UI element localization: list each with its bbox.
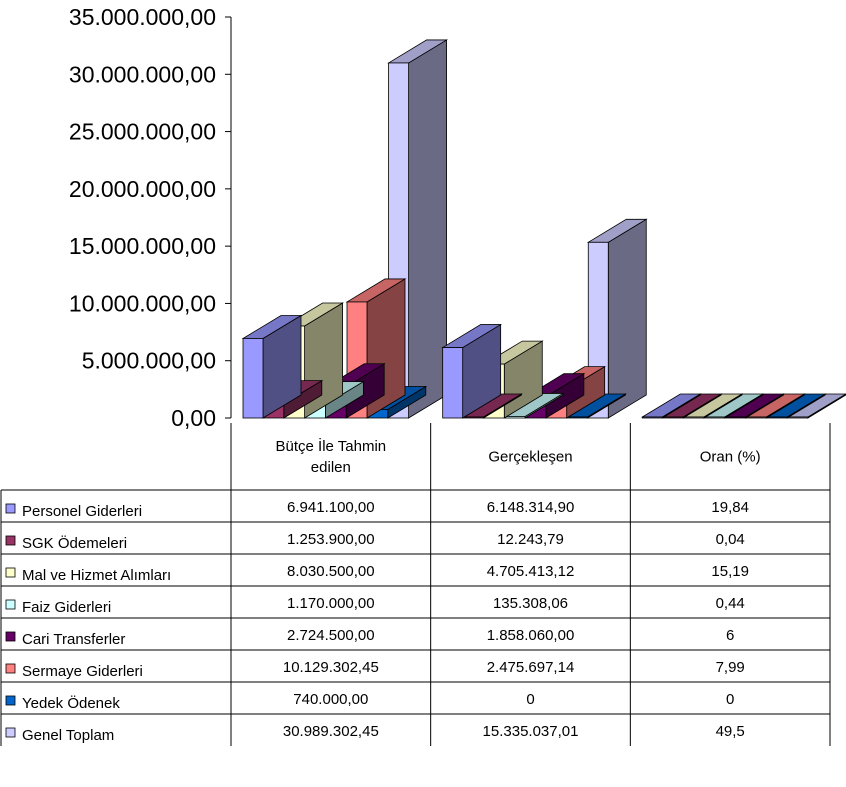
- data-label-sermaye-giderleri-3: 7,99: [716, 659, 745, 676]
- data-label-personel-giderleri-2: 6.148.314,90: [487, 499, 575, 516]
- data-label-cari-transferler-1: 2.724.500,00: [287, 627, 375, 644]
- legend-label-mal-ve-hizmet-alimlari: Mal ve Hizmet Alımları: [22, 567, 171, 584]
- legend-label-genel-toplam: Genel Toplam: [22, 727, 114, 744]
- bar-front: [662, 416, 684, 419]
- y-tick-label: 0,00: [171, 405, 216, 431]
- legend-label-sgk-odemeleri: SGK Ödemeleri: [22, 534, 127, 552]
- bar-front: [463, 416, 484, 419]
- legend-label-sermaye-giderleri: Sermaye Giderleri: [22, 663, 143, 680]
- data-label-sgk-odemeleri-1: 1.253.900,00: [287, 531, 375, 548]
- y-tick-label: 10.000.000,00: [69, 290, 216, 316]
- legend-label-faiz-giderleri: Faiz Giderleri: [22, 599, 111, 616]
- legend-label-yedek-odenek: Yedek Ödenek: [22, 694, 120, 712]
- data-label-faiz-giderleri-2: 135.308,06: [493, 595, 568, 612]
- bar-front: [683, 416, 705, 419]
- data-label-genel-toplam-3: 49,5: [716, 723, 745, 740]
- bar-front: [442, 347, 464, 419]
- data-label-faiz-giderleri-3: 0,44: [716, 595, 745, 612]
- legend-key-genel-toplam: [5, 727, 16, 738]
- legend-key-cari-transferler: [5, 631, 16, 642]
- bar-front: [504, 416, 526, 419]
- bar-personel-giderleri-1: [241, 314, 303, 419]
- data-label-yedek-odenek-2: 0: [526, 691, 534, 708]
- legend-key-sgk-odemeleri: [5, 535, 16, 546]
- legend-key-faiz-giderleri: [5, 599, 16, 610]
- bar-faiz-giderleri-3: [703, 393, 765, 419]
- legend-key-yedek-odenek: [5, 695, 16, 706]
- bar-front: [725, 416, 746, 419]
- y-tick-label: 30.000.000,00: [69, 61, 216, 87]
- data-label-yedek-odenek-1: 740.000,00: [293, 691, 368, 708]
- y-tick-label: 35.000.000,00: [69, 4, 216, 30]
- legend-label-personel-giderleri: Personel Giderleri: [22, 503, 142, 520]
- bar-personel-giderleri-2: [441, 323, 503, 419]
- y-tick-label: 20.000.000,00: [69, 176, 216, 202]
- bar-sgk-odemeleri-2: [462, 393, 523, 419]
- legend-key-sermaye-giderleri: [5, 663, 16, 674]
- bar-front: [242, 338, 264, 419]
- data-label-cari-transferler-2: 1.858.060,00: [487, 627, 575, 644]
- legend-key-personel-giderleri: [5, 503, 16, 514]
- bar-front: [745, 416, 767, 419]
- bar-front: [704, 416, 726, 419]
- data-label-mal-ve-hizmet-alimlari-1: 8.030.500,00: [287, 563, 375, 580]
- bar-personel-giderleri-3: [640, 393, 702, 419]
- bar-front: [787, 416, 809, 419]
- data-table: Bütçe İle Tahmin edilen Gerçekleşen Oran (%…: [0, 423, 831, 746]
- data-label-faiz-giderleri-1: 1.170.000,00: [287, 595, 375, 612]
- bar-mal-ve-hizmet-alimlari-3: [682, 393, 744, 419]
- legend-label-cari-transferler: Cari Transferler: [22, 631, 125, 648]
- bar-side: [408, 39, 448, 419]
- data-label-sermaye-giderleri-1: 10.129.302,45: [283, 659, 379, 676]
- data-label-sermaye-giderleri-2: 2.475.697,14: [487, 659, 575, 676]
- data-label-sgk-odemeleri-3: 0,04: [716, 531, 745, 548]
- category-label-gerceklesen: Gerçekleşen: [488, 449, 572, 466]
- data-label-mal-ve-hizmet-alimlari-3: 15,19: [711, 563, 749, 580]
- y-tick-label: 5.000.000,00: [82, 348, 216, 374]
- data-label-genel-toplam-1: 30.989.302,45: [283, 723, 379, 740]
- y-tick-label: 25.000.000,00: [69, 119, 216, 145]
- data-label-cari-transferler-3: 6: [726, 627, 734, 644]
- data-label-personel-giderleri-1: 6.941.100,00: [287, 499, 375, 516]
- bar-side: [607, 218, 647, 419]
- bar-front: [641, 416, 663, 419]
- bar-front: [567, 416, 588, 419]
- data-label-personel-giderleri-3: 19,84: [711, 499, 749, 516]
- data-label-yedek-odenek-3: 0: [726, 691, 734, 708]
- data-label-genel-toplam-2: 15.335.037,01: [483, 723, 579, 740]
- bar-front: [766, 416, 788, 419]
- bar-faiz-giderleri-2: [503, 392, 565, 419]
- bar-group-gerceklesen: [441, 218, 648, 419]
- category-label-butce-ile-tahmin-edilen: Bütçe İle Tahmin edilen: [276, 437, 387, 476]
- legend-key-mal-ve-hizmet-alimlari: [5, 567, 16, 578]
- data-label-sgk-odemeleri-2: 12.243,79: [497, 531, 564, 548]
- y-tick-label: 15.000.000,00: [69, 233, 216, 259]
- data-label-mal-ve-hizmet-alimlari-2: 4.705.413,12: [487, 563, 575, 580]
- category-label-oran: Oran (%): [700, 449, 761, 466]
- bar-group-butce-ile-tahmin-edilen: [241, 39, 449, 419]
- bar-group-oran: [640, 393, 846, 419]
